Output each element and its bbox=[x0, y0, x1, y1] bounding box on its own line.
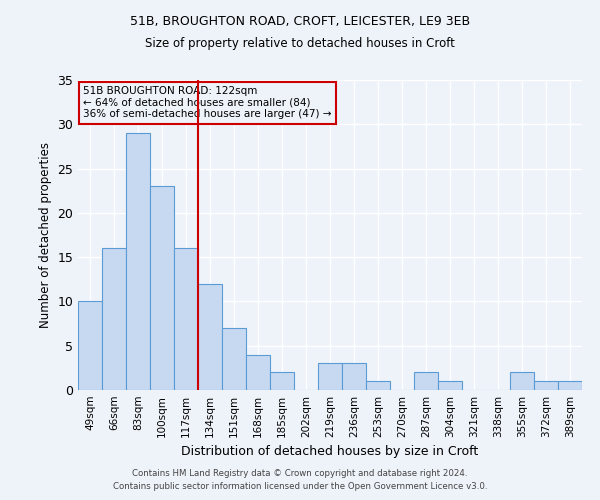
Text: 51B BROUGHTON ROAD: 122sqm
← 64% of detached houses are smaller (84)
36% of semi: 51B BROUGHTON ROAD: 122sqm ← 64% of deta… bbox=[83, 86, 332, 120]
Bar bbox=[534, 381, 558, 390]
Text: Contains public sector information licensed under the Open Government Licence v3: Contains public sector information licen… bbox=[113, 482, 487, 491]
Bar bbox=[558, 381, 582, 390]
Text: Size of property relative to detached houses in Croft: Size of property relative to detached ho… bbox=[145, 38, 455, 51]
Bar bbox=[198, 284, 222, 390]
Y-axis label: Number of detached properties: Number of detached properties bbox=[39, 142, 52, 328]
Bar bbox=[318, 364, 342, 390]
Text: Contains HM Land Registry data © Crown copyright and database right 2024.: Contains HM Land Registry data © Crown c… bbox=[132, 468, 468, 477]
Bar bbox=[510, 372, 534, 390]
Bar bbox=[438, 381, 462, 390]
X-axis label: Distribution of detached houses by size in Croft: Distribution of detached houses by size … bbox=[181, 446, 479, 458]
Bar bbox=[270, 372, 294, 390]
Bar bbox=[102, 248, 126, 390]
Text: 51B, BROUGHTON ROAD, CROFT, LEICESTER, LE9 3EB: 51B, BROUGHTON ROAD, CROFT, LEICESTER, L… bbox=[130, 15, 470, 28]
Bar bbox=[150, 186, 174, 390]
Bar bbox=[246, 354, 270, 390]
Bar bbox=[174, 248, 198, 390]
Bar bbox=[222, 328, 246, 390]
Bar bbox=[126, 133, 150, 390]
Bar bbox=[342, 364, 366, 390]
Bar bbox=[414, 372, 438, 390]
Bar bbox=[366, 381, 390, 390]
Bar bbox=[78, 302, 102, 390]
